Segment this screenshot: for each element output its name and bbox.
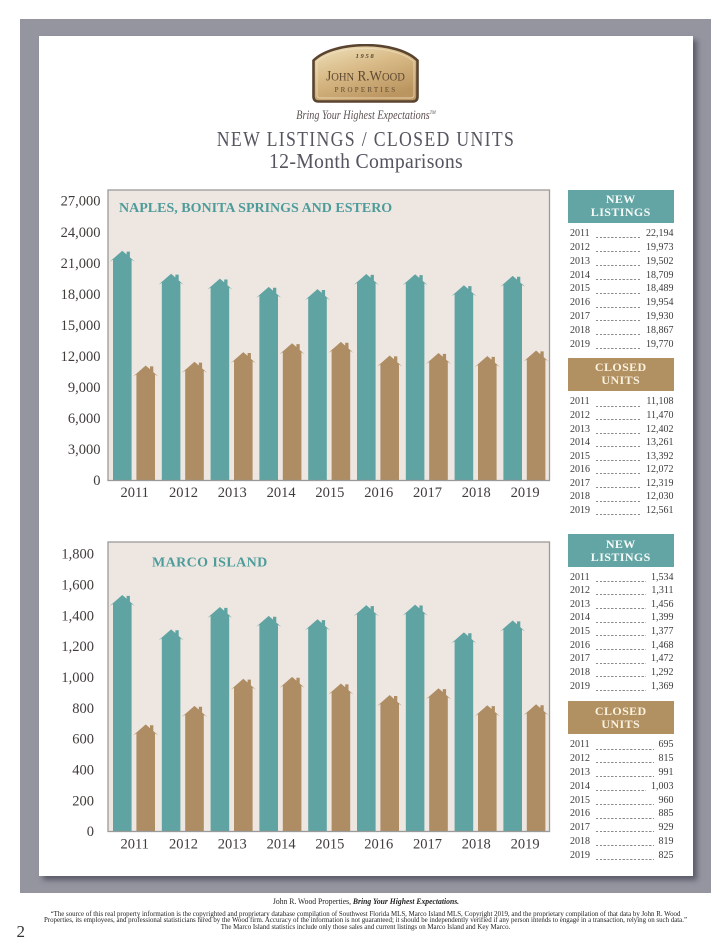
svg-text:12,000: 12,000 <box>61 349 101 365</box>
svg-text:6,000: 6,000 <box>68 411 101 427</box>
svg-text:2011: 2011 <box>120 485 148 501</box>
svg-text:2018: 2018 <box>462 837 491 853</box>
svg-text:1,400: 1,400 <box>61 608 94 624</box>
svg-text:NAPLES, BONITA SPRINGS AND EST: NAPLES, BONITA SPRINGS AND ESTERO <box>119 201 392 216</box>
svg-text:2015: 2015 <box>315 837 344 853</box>
svg-text:2014: 2014 <box>267 837 297 853</box>
svg-text:2012: 2012 <box>169 485 198 501</box>
svg-text:1,800: 1,800 <box>61 547 94 563</box>
svg-text:1,200: 1,200 <box>61 639 94 655</box>
svg-text:1,600: 1,600 <box>61 578 94 594</box>
svg-text:1,000: 1,000 <box>61 670 94 686</box>
svg-text:2012: 2012 <box>169 837 198 853</box>
svg-text:800: 800 <box>72 701 94 717</box>
svg-text:18,000: 18,000 <box>61 287 101 303</box>
svg-text:2016: 2016 <box>364 485 393 501</box>
svg-text:PROPERTIES: PROPERTIES <box>334 86 397 94</box>
svg-text:2019: 2019 <box>511 837 540 853</box>
svg-text:2015: 2015 <box>315 485 344 501</box>
svg-text:24,000: 24,000 <box>61 225 101 241</box>
svg-text:400: 400 <box>72 763 94 779</box>
svg-text:2014: 2014 <box>267 485 297 501</box>
svg-text:2018: 2018 <box>462 485 491 501</box>
svg-text:2013: 2013 <box>218 485 247 501</box>
svg-text:JOHN R.WOOD: JOHN R.WOOD <box>326 68 405 85</box>
svg-text:21,000: 21,000 <box>61 256 101 272</box>
svg-text:15,000: 15,000 <box>61 318 101 334</box>
svg-text:2016: 2016 <box>364 837 393 853</box>
svg-text:2019: 2019 <box>511 485 540 501</box>
svg-text:200: 200 <box>72 793 94 809</box>
svg-text:9,000: 9,000 <box>68 380 101 396</box>
svg-text:0: 0 <box>87 824 94 840</box>
svg-text:0: 0 <box>93 473 100 489</box>
svg-text:2017: 2017 <box>413 837 442 853</box>
svg-text:3,000: 3,000 <box>68 442 101 458</box>
svg-text:27,000: 27,000 <box>61 194 101 210</box>
svg-text:2013: 2013 <box>218 837 247 853</box>
svg-text:600: 600 <box>72 732 94 748</box>
svg-text:2011: 2011 <box>120 837 148 853</box>
svg-text:MARCO ISLAND: MARCO ISLAND <box>152 556 268 571</box>
svg-text:1958: 1958 <box>355 53 375 60</box>
svg-text:2017: 2017 <box>413 485 442 501</box>
